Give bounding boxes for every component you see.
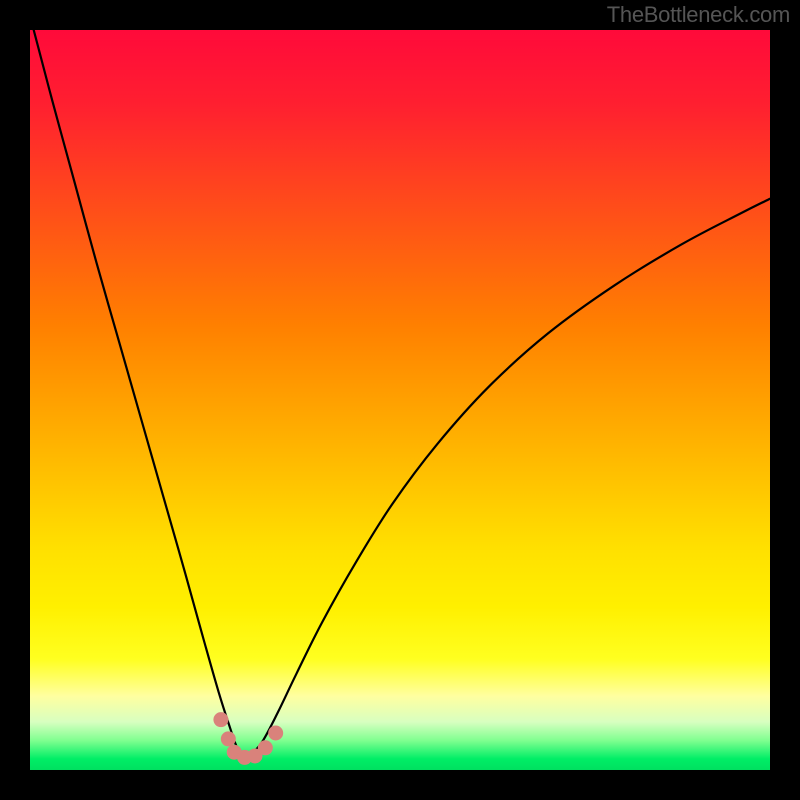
chart-svg bbox=[0, 0, 800, 800]
trough-marker bbox=[221, 731, 236, 746]
trough-marker bbox=[258, 740, 273, 755]
trough-marker bbox=[268, 726, 283, 741]
watermark-text: TheBottleneck.com bbox=[607, 2, 790, 28]
trough-marker bbox=[213, 712, 228, 727]
chart-plot-area bbox=[30, 30, 770, 770]
chart-frame: TheBottleneck.com bbox=[0, 0, 800, 800]
